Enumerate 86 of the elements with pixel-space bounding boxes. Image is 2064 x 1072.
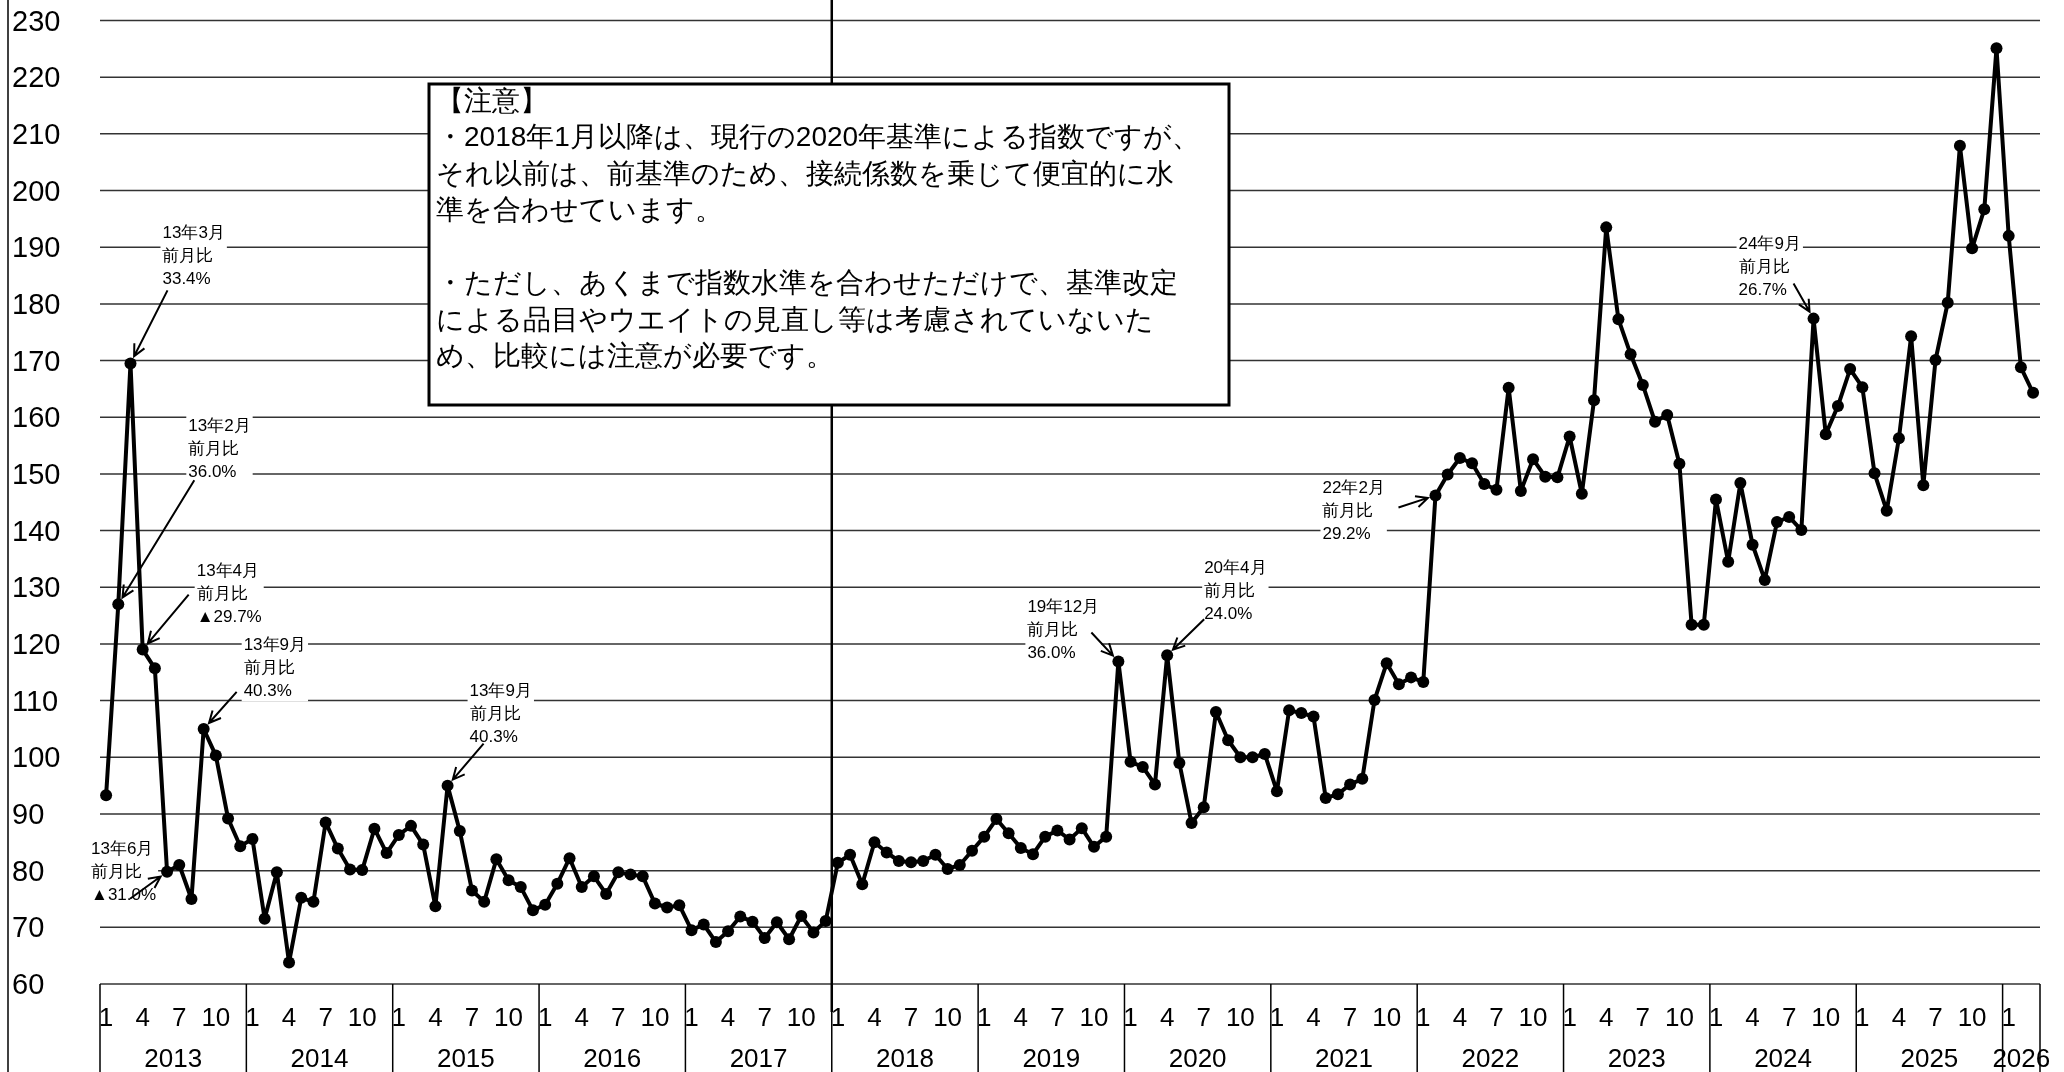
y-tick-label: 80 <box>12 854 45 887</box>
x-tick-label: 4 <box>574 1002 589 1032</box>
x-tick-label: 7 <box>1342 1002 1358 1032</box>
x-tick-label: 4 <box>1452 1002 1468 1032</box>
x-tick-label: 1 <box>245 1002 260 1032</box>
x-tick-label: 1 <box>830 1002 846 1032</box>
text: 2015 <box>436 1043 495 1072</box>
x-tick-label: 1 <box>976 1002 992 1032</box>
x-tick-label: 4 <box>1306 1002 1321 1032</box>
x-tick-label: 7 <box>1489 1002 1504 1032</box>
y-tick-label: 160 <box>12 401 61 434</box>
y-tick-label: 60 <box>12 968 45 1000</box>
x-tick-label: 10 <box>640 1002 670 1032</box>
text: 2024 <box>1754 1043 1812 1072</box>
x-tick-label: 7 <box>172 1002 187 1032</box>
x-tick-label: 7 <box>464 1002 480 1032</box>
x-tick-label: 10 <box>1664 1002 1694 1032</box>
callout-label: 13年9月前月比40.3% <box>241 634 309 702</box>
x-tick-label: 7 <box>318 1002 333 1032</box>
y-tick-label: 100 <box>12 741 61 774</box>
annotation: 【注意】 <box>436 84 548 116</box>
x-tick-label: 10 <box>933 1002 963 1032</box>
annotation: ・2018年1月以降は、現行の2020年基準による指数ですが、それ以前は、前基準のため、接続係数を乗じて便宜的に水準を合わせています。 <box>436 121 1201 226</box>
x-tick-label: 10 <box>494 1002 524 1032</box>
text: 2021 <box>1315 1043 1373 1072</box>
x-tick-label: 7 <box>1781 1002 1797 1032</box>
x-tick-label: 4 <box>281 1002 297 1032</box>
y-tick-label: 180 <box>12 287 61 320</box>
y-tick-label: 190 <box>12 231 61 264</box>
text: 2018 <box>876 1043 934 1072</box>
x-tick-label: 1 <box>537 1002 553 1032</box>
x-tick-label: 4 <box>1598 1002 1614 1032</box>
y-tick-label: 140 <box>12 514 61 547</box>
x-tick-label: 1 <box>1855 1002 1870 1032</box>
x-tick-label: 7 <box>1196 1002 1211 1032</box>
y-tick-label: 210 <box>12 117 61 150</box>
x-tick-label: 7 <box>903 1002 919 1032</box>
y-tick-label: 70 <box>12 911 45 944</box>
x-tick-label: 4 <box>428 1002 443 1032</box>
text: 2017 <box>729 1043 788 1072</box>
y-tick-label: 110 <box>12 684 59 717</box>
x-tick-label: 4 <box>1745 1002 1760 1032</box>
y-tick-label: 130 <box>12 571 61 604</box>
text: 2020 <box>1168 1043 1227 1072</box>
text: 2013 <box>144 1043 203 1072</box>
y-tick-label: 90 <box>12 797 45 830</box>
x-tick-label: 7 <box>1635 1002 1651 1032</box>
y-tick-label: 170 <box>12 344 61 377</box>
x-tick-label: 4 <box>1891 1002 1907 1032</box>
text: 2025 <box>1900 1043 1959 1072</box>
text: 2019 <box>1022 1043 1081 1072</box>
x-tick-label: 10 <box>1079 1002 1109 1032</box>
x-tick-label: 4 <box>135 1002 150 1032</box>
x-tick-label: 10 <box>1225 1002 1255 1032</box>
x-tick-label: 7 <box>611 1002 626 1032</box>
annotation: ・ただし、あくまで指数水準を合わせただけで、基準改定による品目やウエイトの見直し等は考慮されていないため、比較には注意が必要です。 <box>436 267 1178 372</box>
y-tick-label: 220 <box>12 61 61 94</box>
x-tick-label: 7 <box>757 1002 772 1032</box>
x-tick-label: 10 <box>1518 1002 1548 1032</box>
text: 2022 <box>1461 1043 1520 1072</box>
x-tick-label: 1 <box>684 1002 699 1032</box>
y-tick-label: 230 <box>12 4 61 37</box>
x-tick-label: 7 <box>1928 1002 1943 1032</box>
x-tick-label: 10 <box>1372 1002 1402 1032</box>
x-tick-label: 1 <box>1123 1002 1138 1032</box>
x-tick-label: 1 <box>391 1002 407 1032</box>
text: 2014 <box>290 1043 349 1072</box>
x-tick-label: 4 <box>867 1002 882 1032</box>
x-tick-label: 7 <box>1050 1002 1065 1032</box>
x-tick-label: 1 <box>2001 1002 2016 1032</box>
text: 2016 <box>583 1043 642 1072</box>
y-tick-label: 120 <box>12 627 61 660</box>
x-tick-label: 10 <box>786 1002 816 1032</box>
y-tick-label: 200 <box>12 174 61 207</box>
x-tick-label: 10 <box>1957 1002 1987 1032</box>
x-tick-label: 10 <box>347 1002 377 1032</box>
x-tick-label: 4 <box>1159 1002 1175 1032</box>
y-tick-label: 150 <box>12 457 61 490</box>
x-tick-label: 1 <box>1416 1002 1431 1032</box>
note: 【注意】 ・2018年1月以降は、現行の2020年基準による指数ですが、それ以前は、前基準のため、接続係数を乗じて便宜的に水準を合わせています。 ・ただし、あくまで指数水準を合わせただけで、基準改定による品目やウエイトの見直し等は考慮されていないため、比較には注意が必要です。 <box>427 82 1231 407</box>
x-tick-label: 10 <box>1811 1002 1841 1032</box>
text: 2023 <box>1607 1043 1666 1072</box>
x-tick-label: 4 <box>720 1002 736 1032</box>
x-tick-label: 1 <box>1562 1002 1577 1032</box>
x-tick-label: 10 <box>201 1002 231 1032</box>
x-tick-label: 4 <box>1013 1002 1029 1032</box>
